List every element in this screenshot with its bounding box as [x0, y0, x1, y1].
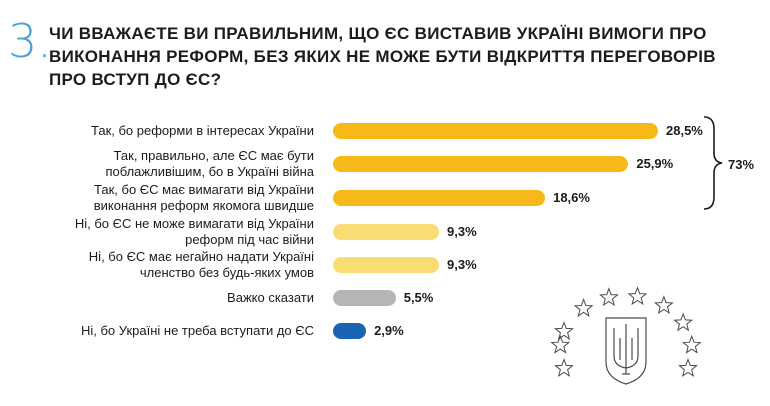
- trident-icon: [613, 324, 639, 375]
- category-label-line: Важко сказати: [227, 290, 314, 305]
- category-label: Важко сказати: [227, 290, 314, 306]
- star-icon: [599, 287, 619, 307]
- bar: [333, 190, 546, 206]
- shield-icon: [605, 317, 647, 385]
- value-label: 9,3%: [447, 224, 477, 239]
- category-label-line: Так, бо ЄС має вимагати від України: [94, 182, 314, 197]
- question-title-line: ВИКОНАННЯ РЕФОРМ, БЕЗ ЯКИХ НЕ МОЖЕ БУТИ …: [49, 47, 716, 66]
- value-label: 28,5%: [666, 123, 703, 138]
- category-label: Ні, бо ЄС має негайно надати Україні член…: [89, 249, 314, 281]
- bar: [333, 156, 629, 172]
- category-label: Ні, бо Україні не треба вступати до ЄС: [81, 323, 314, 339]
- value-label: 18,6%: [553, 190, 590, 205]
- category-label-line: Ні, бо Україні не треба вступати до ЄС: [80, 323, 314, 338]
- bar: [333, 290, 396, 306]
- category-label-line: членство без будь-яких умов: [139, 265, 314, 280]
- bar: [333, 224, 440, 240]
- category-label: Так, бо реформи в інтересах України: [91, 123, 314, 139]
- category-label-line: Ні, бо ЄС має негайно надати Україні: [88, 249, 314, 264]
- value-label: 5,5%: [403, 290, 434, 305]
- value-label: 9,3%: [447, 257, 477, 272]
- bar: [333, 123, 658, 139]
- category-label-line: поблажливішим, бо в Україні війна: [105, 164, 314, 179]
- question-number: 3.: [8, 14, 52, 68]
- star-icon: [554, 321, 574, 340]
- category-label-line: Так, бо реформи в інтересах України: [90, 123, 314, 138]
- category-label: Так, бо ЄС має вимагати від України викон…: [94, 182, 314, 214]
- star-icon: [653, 295, 674, 315]
- star-icon: [627, 286, 648, 306]
- category-label-line: виконання реформ якомога швидше: [93, 198, 314, 213]
- star-icon: [573, 298, 594, 317]
- category-label-line: Так, правильно, але ЄС має бути: [113, 148, 314, 163]
- bar: [333, 257, 440, 273]
- yes-group-bracket: [703, 116, 723, 210]
- value-label: 2,9%: [374, 323, 404, 338]
- star-icon: [673, 312, 694, 332]
- category-label-line: Ні, бо ЄС не може вимагати від України: [74, 216, 314, 231]
- question-title-line: ПРО ВСТУП ДО ЄС?: [49, 70, 222, 89]
- category-label-line: реформ під час війни: [185, 232, 314, 247]
- eu-stars-emblem: [550, 286, 702, 385]
- star-icon: [678, 358, 698, 377]
- star-icon: [550, 334, 571, 354]
- category-label: Так, правильно, але ЄС має бути поблажлив…: [105, 148, 314, 180]
- question-title: ЧИ ВВАЖАЄТЕ ВИ ПРАВИЛЬНИМ, ЩО ЄС ВИСТАВИ…: [49, 22, 749, 91]
- question-title-line: ЧИ ВВАЖАЄТЕ ВИ ПРАВИЛЬНИМ, ЩО ЄС ВИСТАВИ…: [49, 24, 707, 43]
- yes-total-label: 73%: [728, 157, 755, 172]
- star-icon: [681, 334, 702, 354]
- bar: [333, 323, 367, 339]
- value-label: 25,9%: [636, 156, 674, 171]
- category-label: Ні, бо ЄС не може вимагати від України ре…: [75, 216, 314, 248]
- star-icon: [554, 358, 574, 377]
